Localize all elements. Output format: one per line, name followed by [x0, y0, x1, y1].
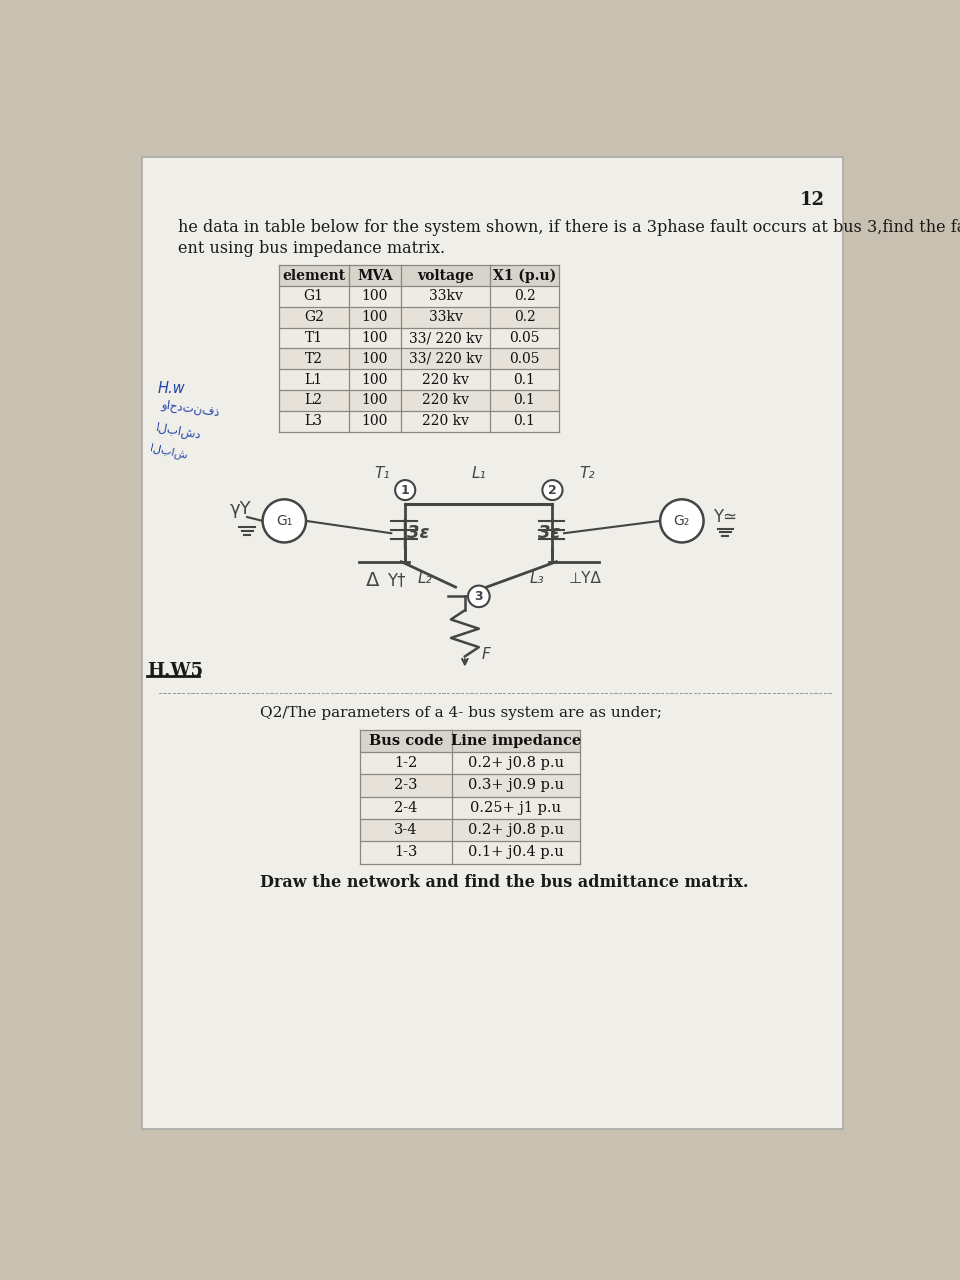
Text: G1: G1 — [303, 289, 324, 303]
Text: 1: 1 — [401, 484, 410, 497]
FancyBboxPatch shape — [278, 411, 559, 431]
Text: T₁: T₁ — [374, 466, 390, 481]
FancyBboxPatch shape — [142, 157, 843, 1129]
Text: 0.3+ j0.9 p.u: 0.3+ j0.9 p.u — [468, 778, 564, 792]
Text: Bus code: Bus code — [369, 733, 444, 748]
FancyBboxPatch shape — [360, 796, 580, 819]
Text: 0.05: 0.05 — [510, 352, 540, 366]
FancyBboxPatch shape — [278, 369, 559, 390]
Text: 3-4: 3-4 — [395, 823, 418, 837]
Text: 0.05: 0.05 — [510, 332, 540, 346]
Text: H.W5: H.W5 — [147, 662, 204, 680]
Text: 220 kv: 220 kv — [422, 393, 469, 407]
Text: 0.2+ j0.8 p.u: 0.2+ j0.8 p.u — [468, 823, 564, 837]
FancyBboxPatch shape — [278, 285, 559, 307]
Text: 220 kv: 220 kv — [422, 415, 469, 429]
Text: 0.1+ j0.4 p.u: 0.1+ j0.4 p.u — [468, 845, 564, 859]
Text: 33/ 220 kv: 33/ 220 kv — [409, 352, 483, 366]
Text: 100: 100 — [362, 310, 388, 324]
FancyBboxPatch shape — [278, 307, 559, 328]
Text: 0.2: 0.2 — [514, 310, 536, 324]
Text: ent using bus impedance matrix.: ent using bus impedance matrix. — [179, 239, 445, 257]
Text: ⊥YΔ: ⊥YΔ — [568, 571, 601, 586]
Text: 33kv: 33kv — [429, 289, 463, 303]
Text: Q2/The parameters of a 4- bus system are as under;: Q2/The parameters of a 4- bus system are… — [259, 707, 661, 721]
FancyBboxPatch shape — [278, 328, 559, 348]
Text: 2-4: 2-4 — [395, 801, 418, 814]
Text: 3: 3 — [474, 590, 483, 603]
Text: واحدتنفذ: واحدتنفذ — [160, 398, 221, 420]
Text: Y≃: Y≃ — [713, 508, 737, 526]
Circle shape — [263, 499, 306, 543]
FancyBboxPatch shape — [278, 390, 559, 411]
Text: T2: T2 — [304, 352, 323, 366]
Text: G2: G2 — [303, 310, 324, 324]
Text: 100: 100 — [362, 415, 388, 429]
Text: G₁: G₁ — [276, 513, 293, 527]
Text: 0.2+ j0.8 p.u: 0.2+ j0.8 p.u — [468, 756, 564, 771]
Text: L₃: L₃ — [530, 571, 544, 586]
Text: 100: 100 — [362, 352, 388, 366]
Text: 3ε: 3ε — [539, 525, 561, 543]
FancyBboxPatch shape — [360, 819, 580, 841]
Text: he data in table below for the system shown, if there is a 3phase fault occurs a: he data in table below for the system sh… — [179, 219, 960, 236]
Text: 2: 2 — [548, 484, 557, 497]
Text: voltage: voltage — [418, 269, 474, 283]
FancyBboxPatch shape — [278, 265, 559, 285]
Text: MVA: MVA — [357, 269, 393, 283]
Text: 0.1: 0.1 — [514, 393, 536, 407]
Text: 2-3: 2-3 — [395, 778, 418, 792]
Text: 100: 100 — [362, 289, 388, 303]
FancyBboxPatch shape — [360, 774, 580, 796]
Text: γY: γY — [230, 500, 252, 518]
Text: 33/ 220 kv: 33/ 220 kv — [409, 332, 483, 346]
Text: 0.1: 0.1 — [514, 372, 536, 387]
Text: 100: 100 — [362, 332, 388, 346]
Text: 220 kv: 220 kv — [422, 372, 469, 387]
Text: 100: 100 — [362, 372, 388, 387]
Text: 0.25+ j1 p.u: 0.25+ j1 p.u — [470, 801, 562, 814]
FancyBboxPatch shape — [360, 751, 580, 774]
Text: 3ε: 3ε — [407, 525, 429, 543]
Text: 1-3: 1-3 — [395, 845, 418, 859]
FancyBboxPatch shape — [360, 730, 580, 751]
Text: L₂: L₂ — [418, 571, 432, 586]
FancyBboxPatch shape — [360, 841, 580, 864]
Text: الباش: الباش — [150, 443, 189, 461]
Text: 12: 12 — [801, 191, 826, 209]
Text: element: element — [282, 269, 346, 283]
Text: F: F — [482, 646, 491, 662]
Text: 0.2: 0.2 — [514, 289, 536, 303]
Text: L2: L2 — [304, 393, 323, 407]
Text: L₁: L₁ — [471, 466, 486, 481]
Text: G₂: G₂ — [674, 513, 690, 527]
Text: L3: L3 — [304, 415, 323, 429]
Text: 33kv: 33kv — [429, 310, 463, 324]
Text: L1: L1 — [304, 372, 323, 387]
Circle shape — [468, 585, 490, 607]
FancyBboxPatch shape — [278, 348, 559, 369]
Text: X1 (p.u): X1 (p.u) — [492, 269, 556, 283]
Circle shape — [660, 499, 704, 543]
Text: Line impedance: Line impedance — [450, 733, 581, 748]
Circle shape — [542, 480, 563, 500]
Text: 0.1: 0.1 — [514, 415, 536, 429]
Circle shape — [396, 480, 416, 500]
Text: 100: 100 — [362, 393, 388, 407]
Text: T1: T1 — [304, 332, 323, 346]
Text: H.w: H.w — [157, 380, 185, 396]
Text: Draw the network and find the bus admittance matrix.: Draw the network and find the bus admitt… — [259, 874, 748, 891]
Text: T₂: T₂ — [580, 466, 595, 481]
Text: Δ: Δ — [366, 571, 379, 590]
Text: Y†: Y† — [387, 571, 405, 589]
Text: الباشد: الباشد — [155, 421, 203, 443]
Text: 1-2: 1-2 — [395, 756, 418, 771]
